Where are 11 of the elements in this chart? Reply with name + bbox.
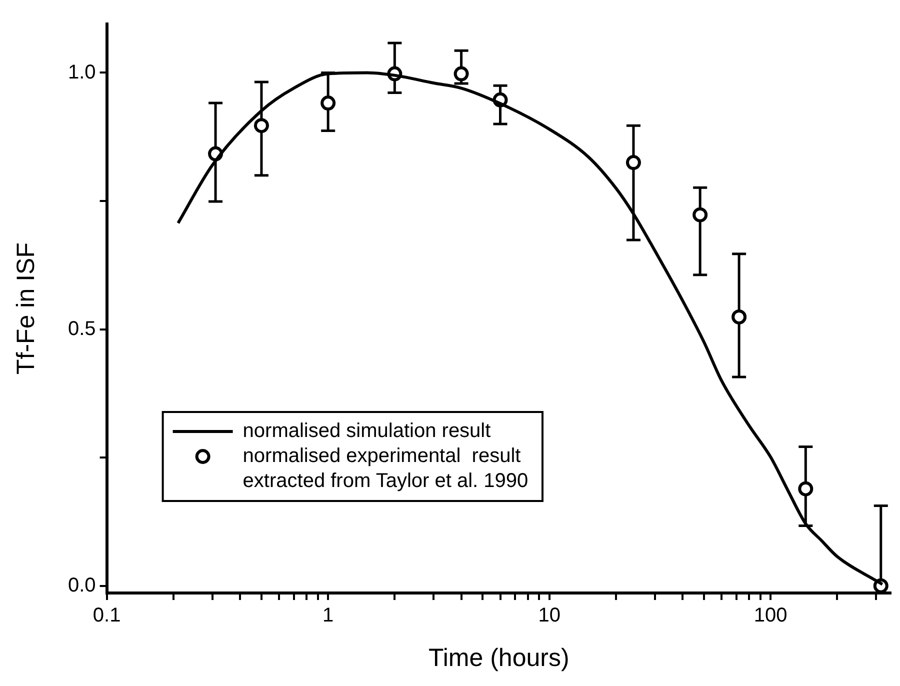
y-axis-title: Tf-Fe in ISF — [12, 242, 40, 374]
legend-label: normalised simulation result — [242, 420, 492, 442]
legend-label: normalised experimental result extracted from Taylor et al. 1990 — [242, 445, 528, 492]
x-tick-label: 100 — [754, 604, 788, 627]
y-tick-label: 0.0 — [68, 574, 96, 596]
x-tick-label: 10 — [538, 604, 560, 627]
y-tick-label: 1.0 — [68, 61, 96, 84]
x-tick-label: 1 — [322, 604, 334, 627]
x-tick-label: 0.1 — [92, 604, 121, 627]
y-tick-label: 0.5 — [68, 318, 96, 340]
x-axis-title: Time (hours) — [428, 644, 570, 672]
